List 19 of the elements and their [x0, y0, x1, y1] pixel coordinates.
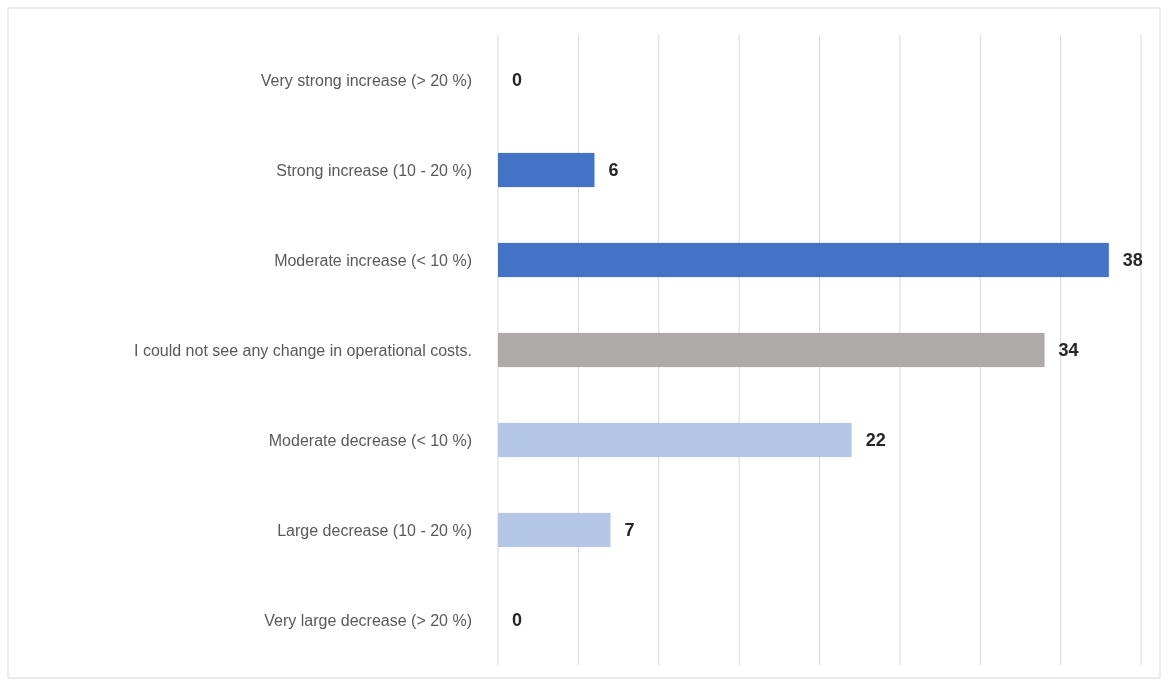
- data-label: 22: [865, 430, 886, 451]
- data-label: 34: [1058, 340, 1079, 361]
- bar: [498, 152, 595, 188]
- y-tick-label: Very large decrease (> 20 %): [264, 611, 472, 629]
- y-tick-label: Large decrease (10 - 20 %): [277, 521, 472, 539]
- data-label: 0: [512, 70, 523, 91]
- bar: [498, 242, 1109, 278]
- y-tick-label: Moderate decrease (< 10 %): [268, 431, 472, 449]
- y-tick-label: Strong increase (10 - 20 %): [276, 161, 472, 179]
- bar: [498, 512, 611, 548]
- bar: [498, 422, 852, 458]
- data-label: 38: [1122, 250, 1143, 271]
- data-label: 6: [608, 160, 619, 181]
- y-tick-label: I could not see any change in operational costs.: [134, 341, 472, 359]
- bar: [498, 332, 1045, 368]
- data-label: 0: [512, 610, 523, 631]
- y-tick-label: Moderate increase (< 10 %): [274, 251, 472, 269]
- data-label: 7: [624, 520, 635, 541]
- y-tick-label: Very strong increase (> 20 %): [260, 71, 472, 89]
